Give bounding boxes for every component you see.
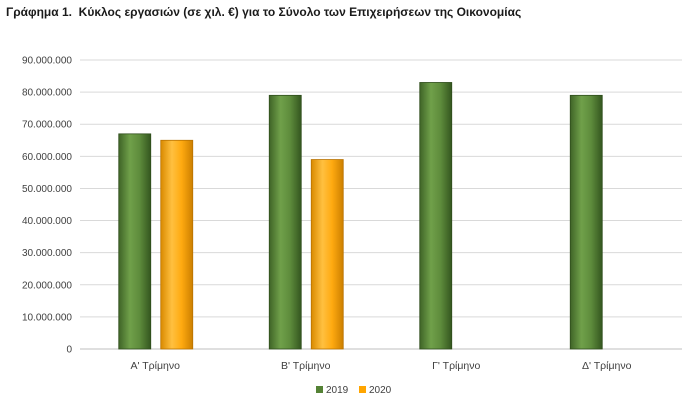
y-tick-label: 90.000.000	[22, 56, 72, 67]
y-axis-ticks: 0 10.000.000 20.000.000 30.000.000 40.000.00…	[22, 56, 73, 356]
x-category-label: Δ' Τρίμηνο	[582, 360, 632, 372]
bar-2019	[118, 133, 152, 350]
y-tick-label: 70.000.000	[22, 120, 72, 131]
bar-2020	[310, 159, 344, 350]
legend-swatch-2019	[316, 386, 323, 393]
x-axis-categories: Α' Τρίμηνο Β' Τρίμηνο Γ' Τρίμηνο Δ' Τρίμηνο	[131, 360, 632, 372]
y-tick-label: 60.000.000	[22, 152, 72, 163]
chart-title: Γράφημα 1. Κύκλος εργασιών (σε χιλ. €) γ…	[6, 5, 521, 19]
bar-2019	[569, 94, 603, 350]
legend: 2019 2020	[316, 385, 392, 396]
x-category-label: Α' Τρίμηνο	[131, 360, 181, 372]
y-tick-label: 10.000.000	[22, 312, 72, 323]
x-category-label: Β' Τρίμηνο	[281, 360, 331, 372]
bar-2019	[419, 82, 453, 350]
bar-2019	[268, 94, 302, 350]
y-tick-label: 0	[66, 345, 72, 356]
y-tick-label: 40.000.000	[22, 216, 72, 227]
y-tick-label: 20.000.000	[22, 280, 72, 291]
y-tick-label: 50.000.000	[22, 184, 72, 195]
chart-title-lead: Γράφημα 1.	[6, 5, 72, 19]
bar-2020	[160, 139, 194, 350]
legend-label-2019: 2019	[326, 385, 349, 396]
legend-label-2020: 2020	[369, 385, 392, 396]
y-tick-label: 30.000.000	[22, 248, 72, 259]
y-tick-label: 80.000.000	[22, 88, 72, 99]
legend-swatch-2020	[359, 386, 366, 393]
bars	[118, 82, 603, 350]
x-category-label: Γ' Τρίμηνο	[432, 360, 480, 372]
chart-title-text: Κύκλος εργασιών (σε χιλ. €) για το Σύνολ…	[78, 5, 522, 19]
